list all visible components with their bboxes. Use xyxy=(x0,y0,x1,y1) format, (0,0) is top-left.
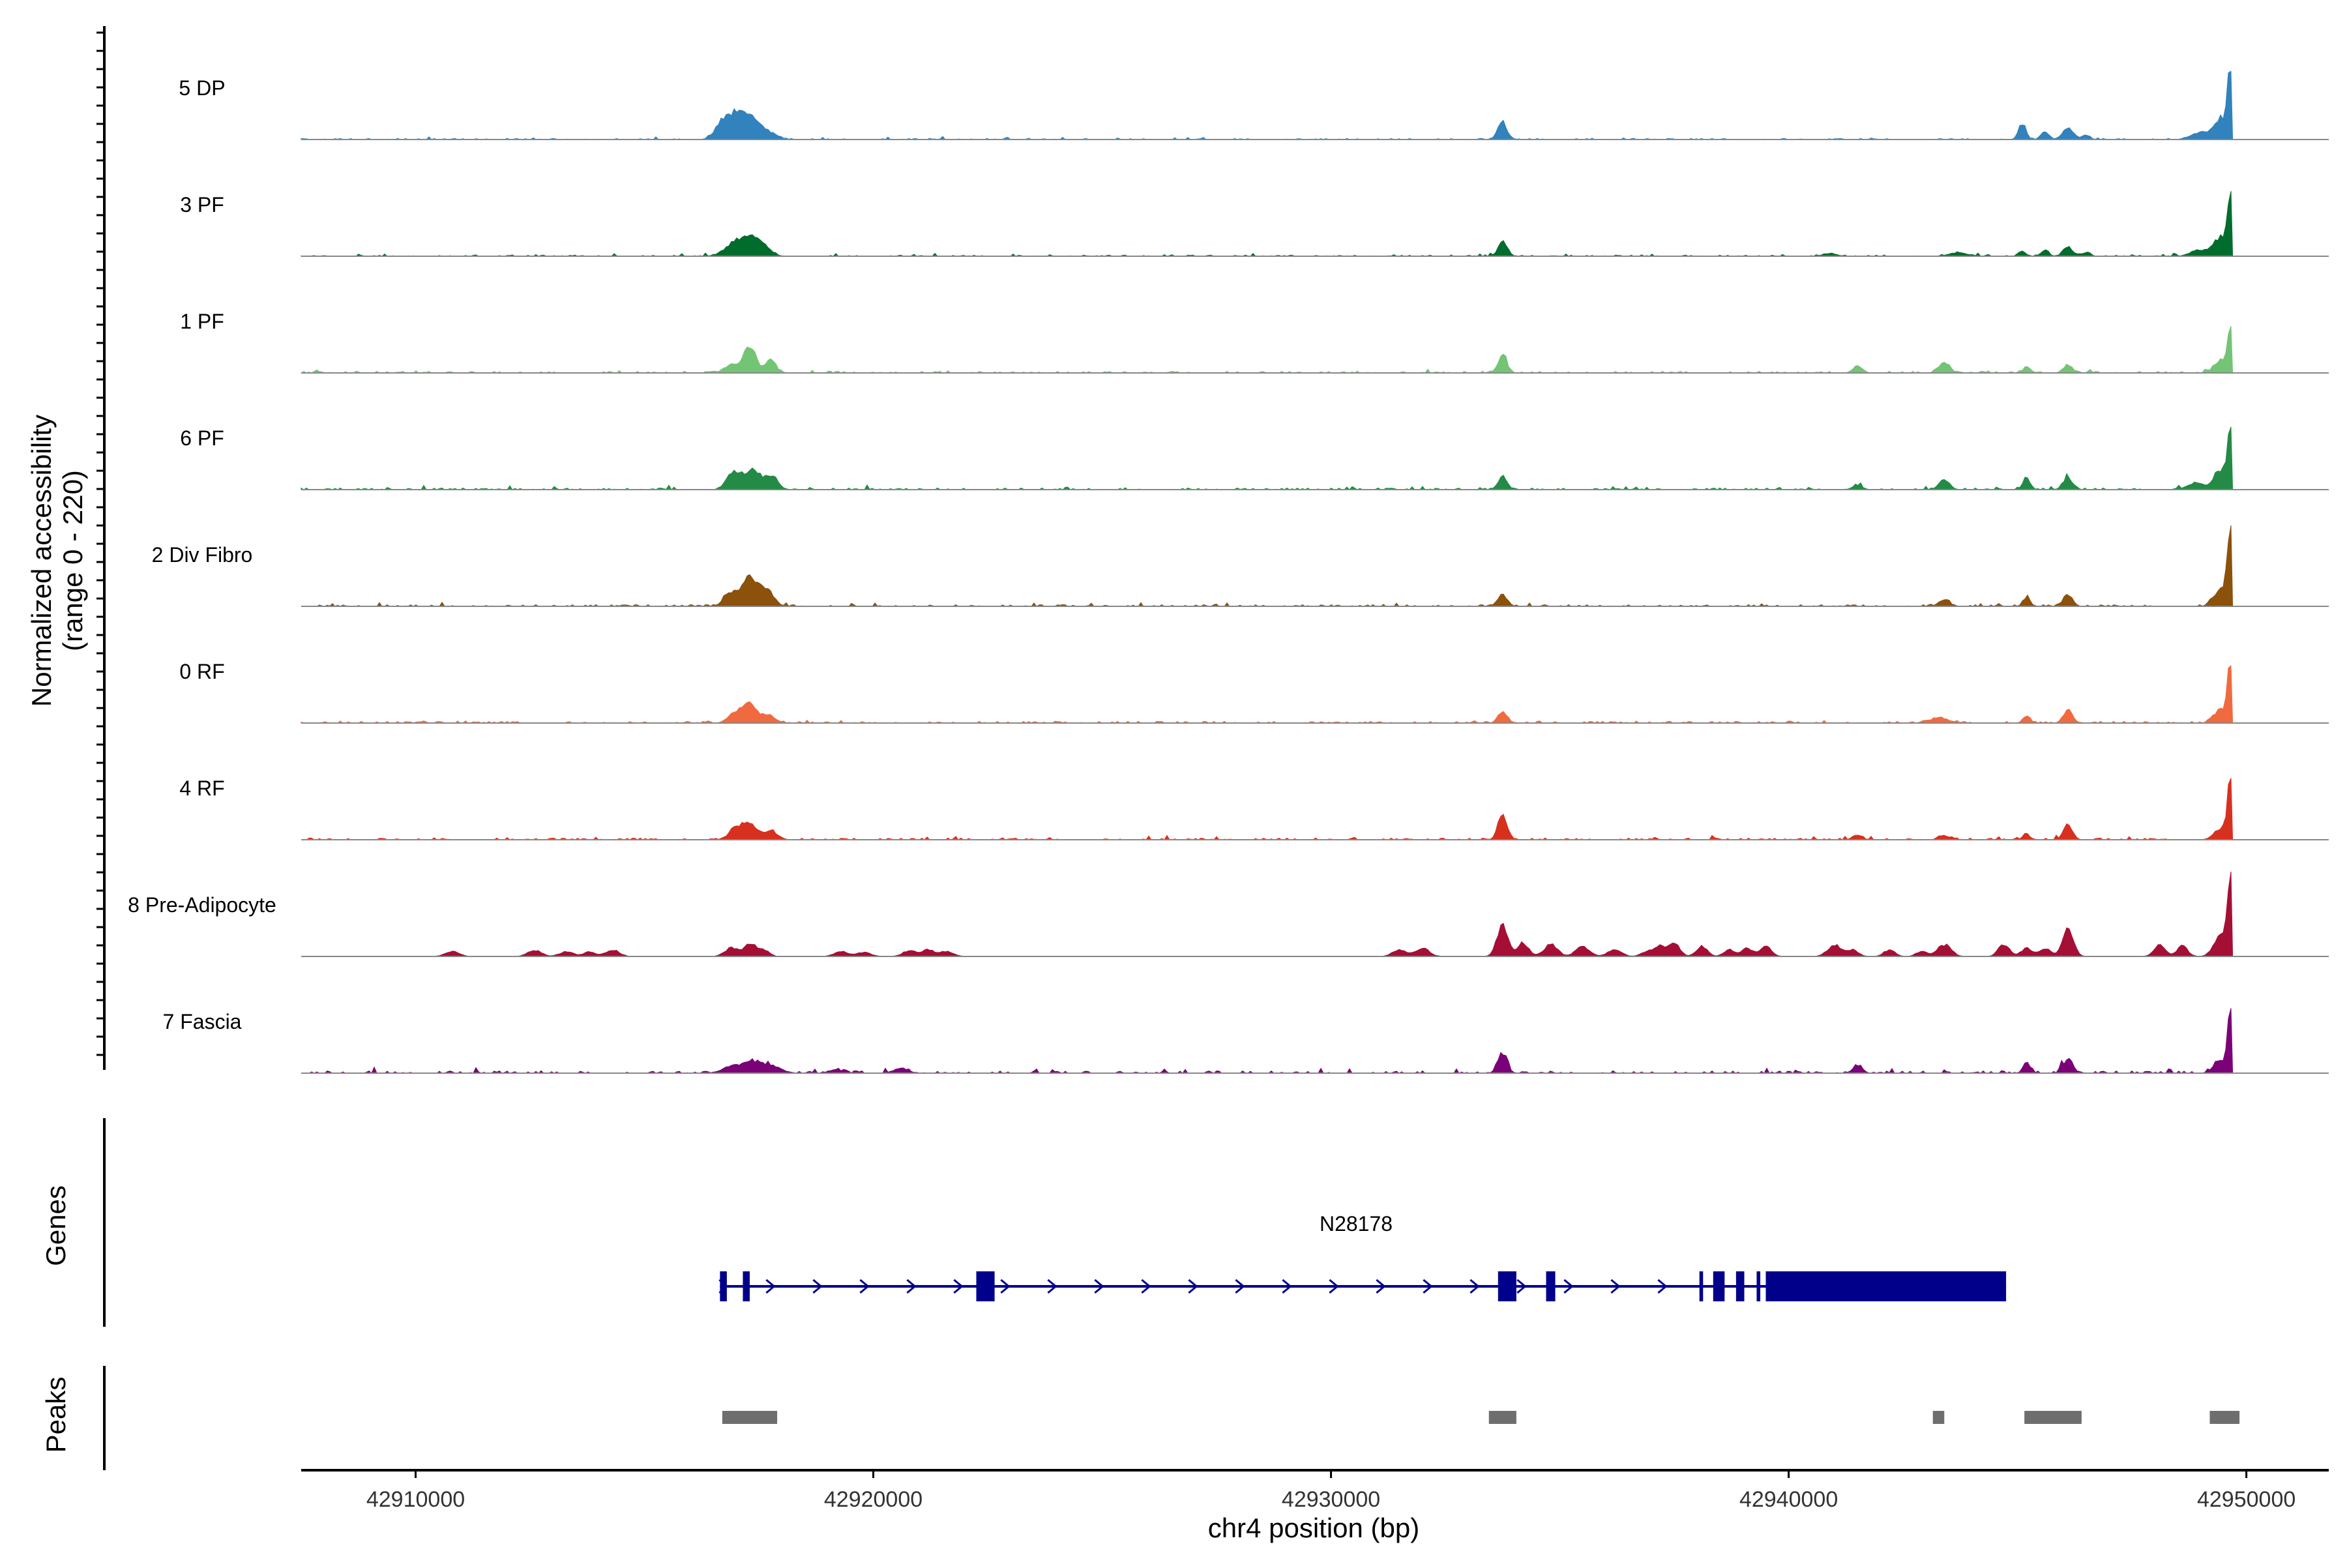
coverage-area xyxy=(301,871,2234,957)
strand-arrow xyxy=(1188,1279,1198,1294)
strand-arrow xyxy=(1329,1279,1339,1294)
gene-exon xyxy=(1765,1271,2007,1301)
x-tick-label: 42930000 xyxy=(1282,1487,1380,1512)
track-2-div-fibro: 2 Div Fibro xyxy=(152,525,2329,607)
gene-exon xyxy=(1546,1271,1556,1301)
gene-track xyxy=(103,1118,2007,1327)
track-4-rf: 4 RF xyxy=(179,777,2329,840)
gene-exon xyxy=(743,1271,750,1301)
coverage-area xyxy=(300,325,2234,374)
strand-arrow xyxy=(1094,1279,1104,1294)
peak-region xyxy=(1932,1411,1945,1424)
genes-track-label: Genes xyxy=(40,1185,71,1266)
track-1-pf: 1 PF xyxy=(180,310,2329,374)
strand-arrow xyxy=(906,1279,917,1294)
x-axis-label: chr4 position (bp) xyxy=(1208,1513,1420,1543)
strand-arrow xyxy=(1000,1279,1011,1294)
x-tick-label: 42950000 xyxy=(2197,1487,2295,1512)
coverage-area xyxy=(301,778,2234,840)
gene-exon xyxy=(1756,1271,1761,1301)
track-label: 8 Pre-Adipocyte xyxy=(128,893,276,917)
gene-exon xyxy=(1498,1271,1516,1301)
x-tick-label: 42940000 xyxy=(1739,1487,1838,1512)
strand-arrow xyxy=(1141,1279,1151,1294)
strand-arrow xyxy=(859,1279,870,1294)
coverage-area xyxy=(301,525,2234,607)
track-7-fascia: 7 Fascia xyxy=(163,1008,2329,1074)
strand-arrow xyxy=(1282,1279,1292,1294)
peak-region xyxy=(2209,1411,2240,1424)
x-axis: 42910000 42920000 42930000 42940000 42950000 xyxy=(301,1469,2329,1512)
strand-arrow xyxy=(765,1279,776,1294)
peak-track xyxy=(103,1366,2240,1470)
gene-exon xyxy=(1735,1271,1745,1301)
track-6-pf: 6 PF xyxy=(180,426,2329,490)
strand-arrow xyxy=(1610,1279,1621,1294)
peak-region xyxy=(1488,1411,1516,1424)
track-label: 6 PF xyxy=(180,426,224,450)
strand-arrow xyxy=(812,1279,823,1294)
x-tick-label: 42910000 xyxy=(366,1487,465,1512)
gene-exon xyxy=(976,1271,995,1301)
strand-arrow xyxy=(953,1279,964,1294)
strand-arrow xyxy=(1657,1279,1668,1294)
coverage-tracks: 5 DP 3 PF 1 PF 6 PF 2 Div Fibro 0 RF 4 RF 8 Pre… xyxy=(96,26,2329,1074)
track-3-pf: 3 PF xyxy=(180,191,2329,257)
strand-arrow xyxy=(1235,1279,1245,1294)
track-0-rf: 0 RF xyxy=(179,660,2329,724)
gene-exon xyxy=(1713,1271,1725,1301)
strand-arrow xyxy=(1376,1279,1386,1294)
track-label: 1 PF xyxy=(180,310,224,333)
track-5-dp: 5 DP xyxy=(179,70,2329,140)
strand-arrow xyxy=(1469,1279,1480,1294)
strand-arrow xyxy=(1047,1279,1057,1294)
coverage-area xyxy=(301,70,2234,140)
x-tick-label: 42920000 xyxy=(824,1487,923,1512)
track-label: 2 Div Fibro xyxy=(152,543,253,567)
y-axis-label-line1: Normalized accessibility xyxy=(26,415,57,707)
track-8-pre-adipocyte: 8 Pre-Adipocyte xyxy=(128,871,2329,957)
y-axis-label-line2: (range 0 - 220) xyxy=(57,470,88,651)
gene-exon xyxy=(1699,1271,1704,1301)
track-label: 4 RF xyxy=(179,777,224,800)
coverage-area xyxy=(301,426,2234,490)
strand-arrow xyxy=(1563,1279,1574,1294)
strand-arrow xyxy=(1516,1279,1527,1294)
coverage-area xyxy=(301,191,2234,257)
track-label: 0 RF xyxy=(179,660,224,683)
peak-region xyxy=(722,1411,778,1424)
peaks-track-label: Peaks xyxy=(40,1377,71,1453)
track-label: 5 DP xyxy=(179,76,225,100)
peak-region xyxy=(2024,1411,2082,1424)
strand-arrow xyxy=(1423,1279,1433,1294)
gene-name-label: N28178 xyxy=(1320,1212,1393,1235)
track-label: 3 PF xyxy=(180,193,224,216)
track-label: 7 Fascia xyxy=(163,1010,242,1033)
gene-exon xyxy=(720,1271,727,1301)
coverage-area xyxy=(301,1008,2234,1074)
coverage-area xyxy=(301,665,2234,724)
